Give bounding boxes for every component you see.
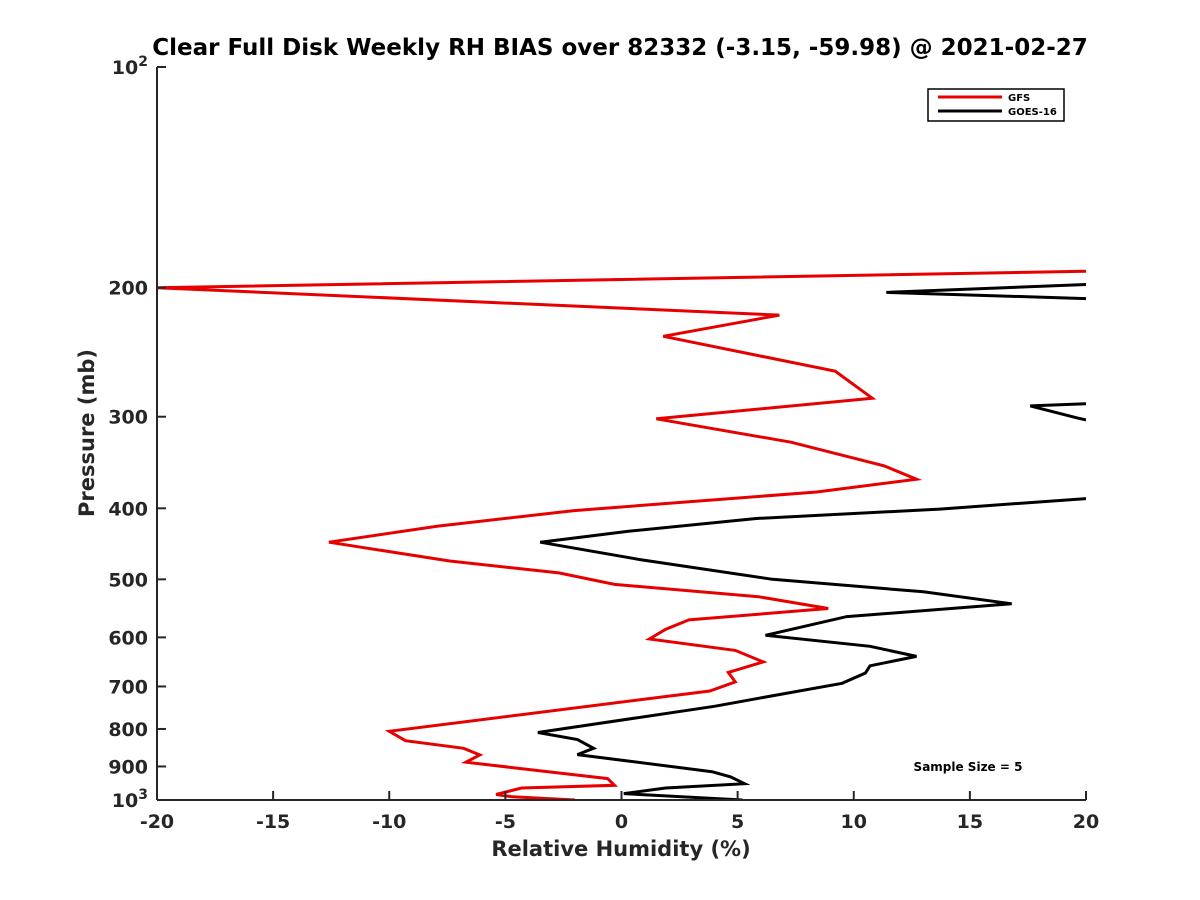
legend-label-gfs: GFS [1008,93,1030,104]
y-tick-label: 900 [108,756,148,778]
chart-title: Clear Full Disk Weekly RH BIAS over 8233… [152,35,1088,61]
x-tick-label: -5 [495,811,516,833]
series-line-goes16-1 [1029,402,1086,422]
sample-size-annotation: Sample Size = 5 [914,760,1023,774]
x-tick-label: 15 [957,811,983,833]
y-axis-label: Pressure (mb) [75,349,99,517]
x-tick-label: 10 [841,811,867,833]
series-line-goes16-0 [886,283,1086,301]
y-tick-label: 800 [108,719,148,741]
y-tick-label: 300 [108,407,148,429]
y-tick-label-base: 10 [112,790,138,812]
y-tick-label: 600 [108,627,148,649]
y-tick-label: 400 [108,498,148,520]
y-tick-label: 700 [108,676,148,698]
x-axis-label: Relative Humidity (%) [491,837,750,861]
legend-label-goes16: GOES-16 [1008,107,1057,118]
y-tick-label-exponent: 2 [138,54,148,70]
x-tick-label: -10 [372,811,406,833]
series-layer [157,269,1086,800]
y-tick-label: 103 [112,787,148,812]
x-tick-label: -15 [256,811,290,833]
y-tick-label: 200 [108,278,148,300]
y-tick-label-exponent: 3 [138,787,148,803]
series-line-goes16-2 [537,497,1086,800]
x-tick-label: 5 [731,811,744,833]
series-line-gfs-0 [157,269,1086,800]
x-axis-ticks: -20 -15 -10 -5 0 5 10 15 20 [140,791,1099,833]
legend: GFS GOES-16 [927,88,1065,122]
y-tick-label: 500 [108,569,148,591]
y-tick-label-base: 10 [112,57,138,79]
x-tick-label: 20 [1073,811,1099,833]
legend-box [927,88,1065,122]
x-tick-label: 0 [615,811,628,833]
x-tick-label: -20 [140,811,174,833]
y-tick-label: 102 [112,54,148,79]
